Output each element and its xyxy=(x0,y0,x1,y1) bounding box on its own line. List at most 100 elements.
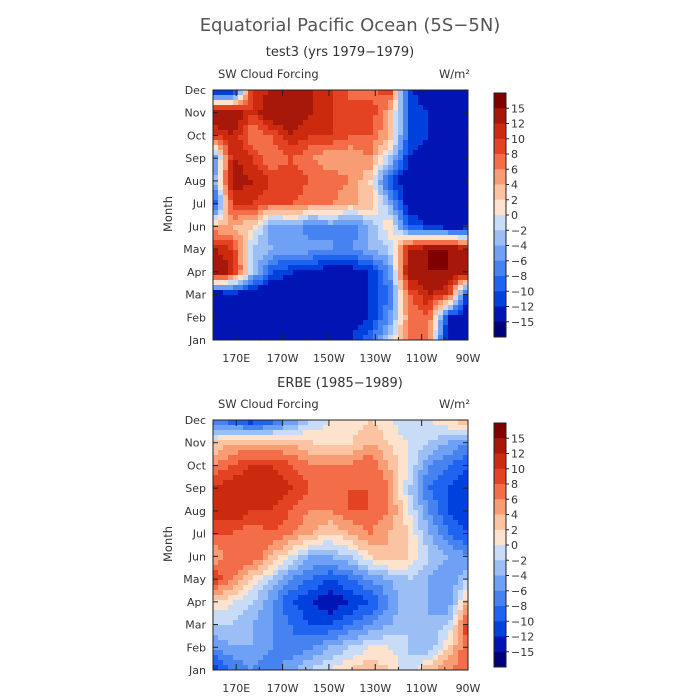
field-cell xyxy=(383,150,389,156)
field-cell xyxy=(463,580,469,586)
field-cell xyxy=(223,640,229,646)
field-cell xyxy=(293,425,299,431)
field-cell xyxy=(303,580,309,586)
colorbar-swatch xyxy=(494,123,506,140)
field-cell xyxy=(238,580,244,586)
field-cell xyxy=(313,290,319,296)
field-cell xyxy=(448,635,454,641)
field-cell xyxy=(233,175,239,181)
field-cell xyxy=(398,270,404,276)
field-cell xyxy=(338,510,344,516)
field-cell xyxy=(288,255,294,261)
field-cell xyxy=(243,575,249,581)
field-cell xyxy=(238,195,244,201)
field-cell xyxy=(428,485,434,491)
field-cell xyxy=(328,140,334,146)
field-cell xyxy=(448,200,454,206)
field-cell xyxy=(303,130,309,136)
field-cell xyxy=(428,460,434,466)
field-cell xyxy=(368,600,374,606)
field-cell xyxy=(348,200,354,206)
field-cell xyxy=(253,160,259,166)
field-cell xyxy=(298,285,304,291)
field-cell xyxy=(213,280,219,286)
field-cell xyxy=(253,585,259,591)
field-cell xyxy=(223,90,229,96)
field-cell xyxy=(298,125,304,131)
field-cell xyxy=(343,265,349,271)
field-cell xyxy=(358,535,364,541)
field-cell xyxy=(358,335,364,341)
field-cell xyxy=(458,195,464,201)
field-cell xyxy=(328,630,334,636)
field-cell xyxy=(393,165,399,171)
field-cell xyxy=(278,175,284,181)
field-cell xyxy=(348,225,354,231)
field-cell xyxy=(438,560,444,566)
field-cell xyxy=(393,640,399,646)
field-cell xyxy=(368,480,374,486)
field-cell xyxy=(273,425,279,431)
field-cell xyxy=(288,540,294,546)
field-cell xyxy=(328,180,334,186)
field-cell xyxy=(263,615,269,621)
field-cell xyxy=(458,145,464,151)
field-cell xyxy=(443,485,449,491)
field-cell xyxy=(448,450,454,456)
field-cell xyxy=(338,215,344,221)
field-cell xyxy=(223,335,229,341)
field-cell xyxy=(323,555,329,561)
field-cell xyxy=(273,190,279,196)
field-cell xyxy=(433,595,439,601)
field-cell xyxy=(283,525,289,531)
field-cell xyxy=(458,500,464,506)
field-cell xyxy=(308,600,314,606)
field-cell xyxy=(323,335,329,341)
field-cell xyxy=(388,285,394,291)
field-cell xyxy=(248,280,254,286)
field-cell xyxy=(273,605,279,611)
field-cell xyxy=(453,335,459,341)
field-cell xyxy=(398,280,404,286)
field-cell xyxy=(313,265,319,271)
field-cell xyxy=(308,595,314,601)
field-cell xyxy=(318,95,324,101)
field-cell xyxy=(238,550,244,556)
field-cell xyxy=(233,230,239,236)
field-cell xyxy=(423,140,429,146)
field-cell xyxy=(348,490,354,496)
field-cell xyxy=(248,205,254,211)
field-cell xyxy=(223,545,229,551)
field-cell xyxy=(363,455,369,461)
field-cell xyxy=(363,155,369,161)
field-cell xyxy=(313,425,319,431)
field-cell xyxy=(313,145,319,151)
field-cell xyxy=(328,130,334,136)
field-cell xyxy=(378,535,384,541)
field-cell xyxy=(428,130,434,136)
field-cell xyxy=(328,330,334,336)
field-cell xyxy=(273,285,279,291)
field-cell xyxy=(303,480,309,486)
field-cell xyxy=(318,135,324,141)
field-cell xyxy=(308,625,314,631)
field-cell xyxy=(303,515,309,521)
field-cell xyxy=(373,205,379,211)
field-cell xyxy=(353,510,359,516)
field-cell xyxy=(293,290,299,296)
field-cell xyxy=(298,270,304,276)
field-cell xyxy=(413,230,419,236)
field-cell xyxy=(323,540,329,546)
field-cell xyxy=(283,575,289,581)
field-cell xyxy=(453,220,459,226)
field-cell xyxy=(278,185,284,191)
field-cell xyxy=(298,540,304,546)
field-cell xyxy=(458,265,464,271)
field-cell xyxy=(453,170,459,176)
field-cell xyxy=(358,205,364,211)
field-cell xyxy=(218,285,224,291)
field-cell xyxy=(428,635,434,641)
field-cell xyxy=(223,515,229,521)
field-cell xyxy=(383,160,389,166)
field-cell xyxy=(458,190,464,196)
